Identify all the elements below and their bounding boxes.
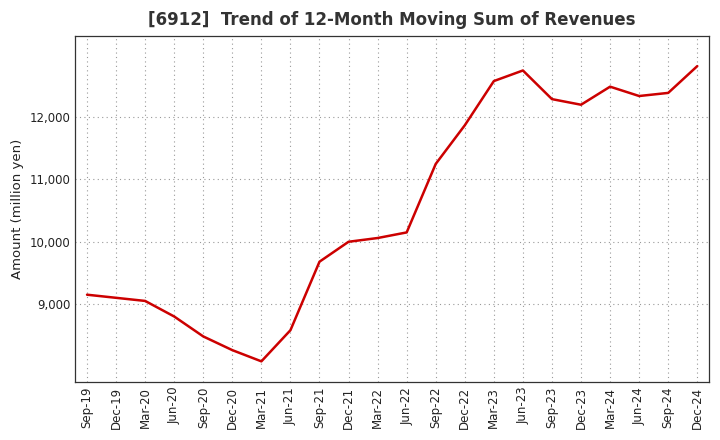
Y-axis label: Amount (million yen): Amount (million yen) (11, 139, 24, 279)
Title: [6912]  Trend of 12-Month Moving Sum of Revenues: [6912] Trend of 12-Month Moving Sum of R… (148, 11, 636, 29)
